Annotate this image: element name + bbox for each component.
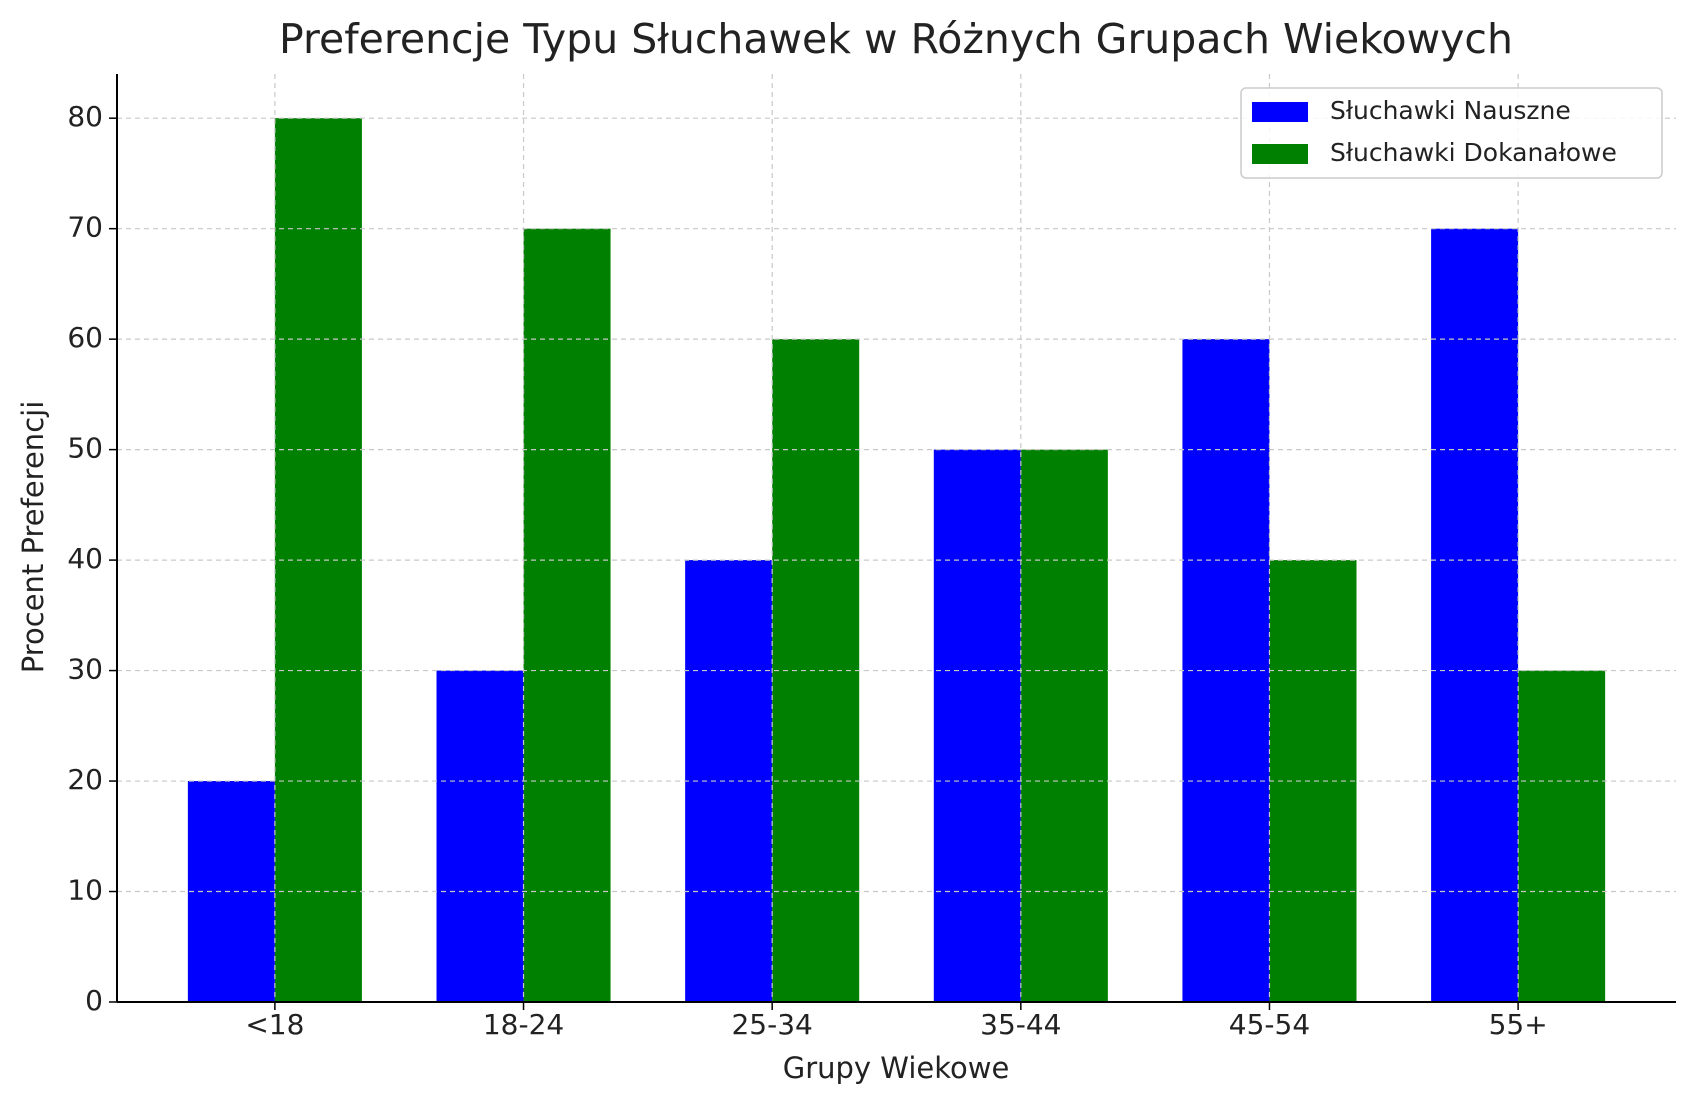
x-tick-label: 45-54	[1229, 1008, 1310, 1041]
y-axis-label: Procent Preferencji	[16, 401, 50, 673]
x-axis-label: Grupy Wiekowe	[783, 1051, 1010, 1085]
x-tick-label: 25-34	[731, 1008, 812, 1041]
x-tick-label: 55+	[1489, 1008, 1548, 1041]
bar	[933, 449, 1021, 1003]
y-tick-label: 20	[67, 763, 103, 796]
y-tick-label: 50	[67, 432, 103, 465]
bar	[1020, 449, 1108, 1003]
y-tick-label: 40	[67, 542, 103, 575]
bar	[436, 670, 524, 1002]
x-tick-label: 35-44	[980, 1008, 1061, 1041]
y-tick-label: 70	[67, 211, 103, 244]
y-tick-label: 80	[67, 100, 103, 133]
bars	[187, 118, 1606, 1003]
bar	[1431, 228, 1519, 1002]
y-tick-label: 0	[85, 984, 103, 1017]
chart-title: Preferencje Typu Słuchawek w Różnych Gru…	[279, 15, 1513, 63]
legend-swatch	[1252, 144, 1308, 164]
bar	[523, 228, 611, 1002]
y-tick-label: 10	[67, 874, 103, 907]
x-tick-label: <18	[245, 1008, 304, 1041]
legend-label: Słuchawki Dokanałowe	[1330, 138, 1617, 167]
legend: Słuchawki Nauszne Słuchawki Dokanałowe	[1240, 87, 1663, 179]
legend-swatch	[1252, 102, 1308, 122]
legend-label: Słuchawki Nauszne	[1330, 96, 1571, 125]
bar	[1518, 670, 1606, 1002]
legend-box	[1240, 87, 1663, 179]
y-tick-label: 60	[67, 321, 103, 354]
y-tick-label: 30	[67, 653, 103, 686]
x-tick-label: 18-24	[483, 1008, 564, 1041]
